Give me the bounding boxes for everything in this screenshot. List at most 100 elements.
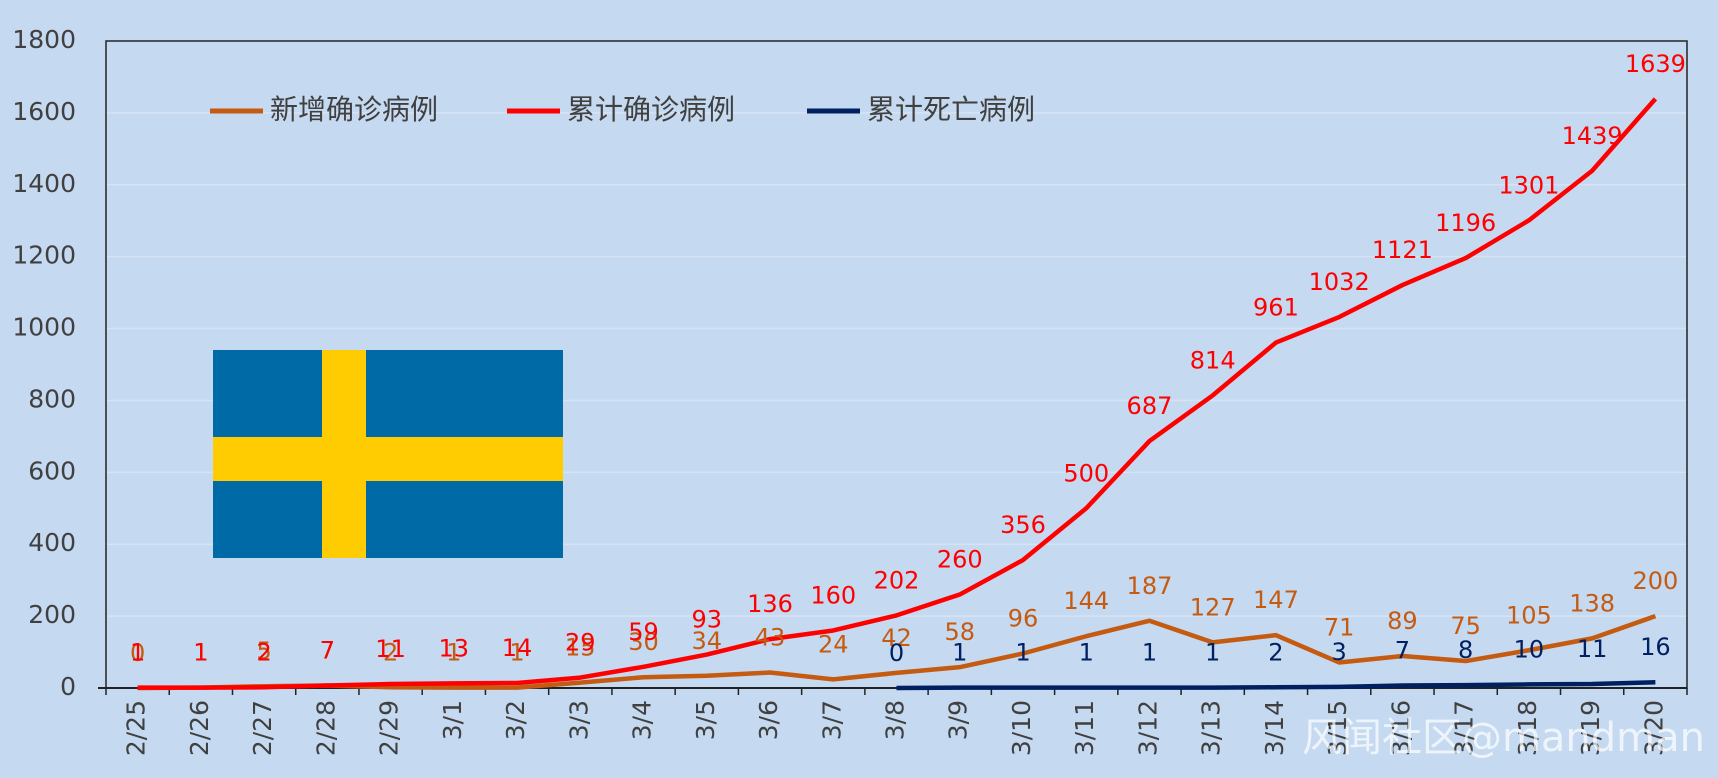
data-label: 1121 bbox=[1372, 236, 1433, 264]
data-label: 187 bbox=[1127, 572, 1173, 600]
data-label: 2 bbox=[256, 638, 271, 666]
x-tick-label: 3/13 bbox=[1197, 700, 1226, 756]
x-tick-label: 2/28 bbox=[311, 700, 340, 756]
data-label: 1 bbox=[1079, 639, 1094, 667]
x-tick-label: 3/7 bbox=[817, 700, 846, 740]
series-line bbox=[896, 679, 1656, 691]
series-line bbox=[137, 97, 1658, 690]
x-tick-label: 3/4 bbox=[628, 700, 657, 740]
x-tick-label: 3/17 bbox=[1450, 700, 1479, 756]
data-label: 687 bbox=[1127, 392, 1173, 420]
data-label: 500 bbox=[1063, 459, 1109, 487]
data-label: 961 bbox=[1253, 294, 1299, 322]
y-tick-label: 0 bbox=[60, 672, 76, 701]
data-label: 75 bbox=[1450, 612, 1481, 640]
data-label: 200 bbox=[1632, 567, 1678, 595]
x-tick-label: 3/16 bbox=[1386, 700, 1415, 756]
data-label: 14 bbox=[502, 634, 533, 662]
data-label: 1639 bbox=[1625, 50, 1686, 78]
data-label: 202 bbox=[874, 566, 920, 594]
data-label: 71 bbox=[1324, 613, 1355, 641]
x-tick-label: 3/1 bbox=[438, 700, 467, 740]
data-label: 30 bbox=[628, 628, 659, 656]
x-tick-label: 3/18 bbox=[1513, 700, 1542, 756]
x-tick-label: 3/9 bbox=[944, 700, 973, 740]
data-label: 2 bbox=[1268, 638, 1283, 666]
x-tick-label: 3/3 bbox=[564, 700, 593, 740]
series-line bbox=[137, 613, 1657, 691]
data-label: 42 bbox=[881, 624, 912, 652]
data-label: 7 bbox=[320, 636, 335, 664]
data-label: 1 bbox=[193, 639, 208, 667]
data-label: 16 bbox=[1640, 633, 1671, 661]
flag-cross-h bbox=[213, 437, 563, 481]
data-label: 814 bbox=[1190, 346, 1236, 374]
data-label: 160 bbox=[810, 581, 856, 609]
data-label: 7 bbox=[320, 636, 335, 664]
x-tick-label: 3/6 bbox=[754, 700, 783, 740]
data-label: 93 bbox=[692, 606, 723, 634]
data-label: 105 bbox=[1506, 601, 1552, 629]
x-tick-label: 2/29 bbox=[375, 700, 404, 756]
legend-label: 累计确诊病例 bbox=[567, 93, 735, 126]
x-tick-label: 3/19 bbox=[1576, 700, 1605, 756]
data-label: 1 bbox=[446, 639, 461, 667]
x-tick-label: 3/5 bbox=[691, 700, 720, 740]
data-label: 43 bbox=[755, 624, 786, 652]
data-label: 144 bbox=[1063, 587, 1109, 615]
data-label: 1 bbox=[1142, 639, 1157, 667]
data-label: 89 bbox=[1387, 607, 1418, 635]
x-tick-label: 2/26 bbox=[185, 700, 214, 756]
data-label: 3 bbox=[1332, 638, 1347, 666]
data-label: 1 bbox=[1205, 639, 1220, 667]
data-label: 11 bbox=[375, 635, 406, 663]
data-label: 1196 bbox=[1435, 209, 1496, 237]
watermark: 风闻社区@mandman bbox=[1302, 715, 1705, 761]
y-tick-label: 1200 bbox=[12, 241, 76, 270]
sweden-flag bbox=[213, 350, 563, 558]
data-label: 136 bbox=[747, 590, 793, 618]
y-tick-label: 800 bbox=[28, 384, 76, 413]
data-label: 29 bbox=[565, 629, 596, 657]
data-label: 15 bbox=[565, 634, 596, 662]
y-tick-label: 1000 bbox=[12, 313, 76, 342]
data-label: 138 bbox=[1569, 589, 1615, 617]
data-label: 34 bbox=[692, 627, 723, 655]
data-label: 1 bbox=[130, 639, 145, 667]
data-label: 1 bbox=[509, 639, 524, 667]
x-tick-label: 2/27 bbox=[248, 700, 277, 756]
data-label: 2 bbox=[383, 638, 398, 666]
data-label: 147 bbox=[1253, 586, 1299, 614]
x-tick-label: 3/12 bbox=[1133, 700, 1162, 756]
y-tick-label: 600 bbox=[28, 456, 76, 485]
legend-label: 累计死亡病例 bbox=[867, 93, 1035, 126]
data-label: 1301 bbox=[1498, 171, 1559, 199]
x-tick-label: 3/14 bbox=[1260, 700, 1289, 756]
data-label: 8 bbox=[1458, 636, 1473, 664]
x-tick-label: 3/11 bbox=[1070, 700, 1099, 756]
data-label: 1032 bbox=[1309, 268, 1370, 296]
x-tick-label: 3/20 bbox=[1639, 700, 1668, 756]
data-label: 1439 bbox=[1562, 122, 1623, 150]
x-tick-label: 3/8 bbox=[881, 700, 910, 740]
data-label: 13 bbox=[439, 634, 470, 662]
legend-label: 新增确诊病例 bbox=[270, 93, 438, 126]
data-label: 59 bbox=[628, 618, 659, 646]
data-label: 0 bbox=[889, 639, 904, 667]
y-tick-label: 200 bbox=[28, 600, 76, 629]
x-tick-label: 2/25 bbox=[122, 700, 151, 756]
y-tick-label: 1600 bbox=[12, 97, 76, 126]
data-label: 1 bbox=[193, 639, 208, 667]
data-label: 7 bbox=[1395, 636, 1410, 664]
x-tick-label: 3/2 bbox=[501, 700, 530, 740]
data-label: 5 bbox=[256, 637, 271, 665]
data-label: 11 bbox=[1577, 635, 1608, 663]
data-label: 58 bbox=[944, 618, 975, 646]
x-tick-label: 3/10 bbox=[1007, 700, 1036, 756]
x-tick-label: 3/15 bbox=[1323, 700, 1352, 756]
data-label: 260 bbox=[937, 546, 983, 574]
data-label: 10 bbox=[1514, 635, 1545, 663]
data-label: 1 bbox=[952, 639, 967, 667]
y-tick-label: 400 bbox=[28, 528, 76, 557]
